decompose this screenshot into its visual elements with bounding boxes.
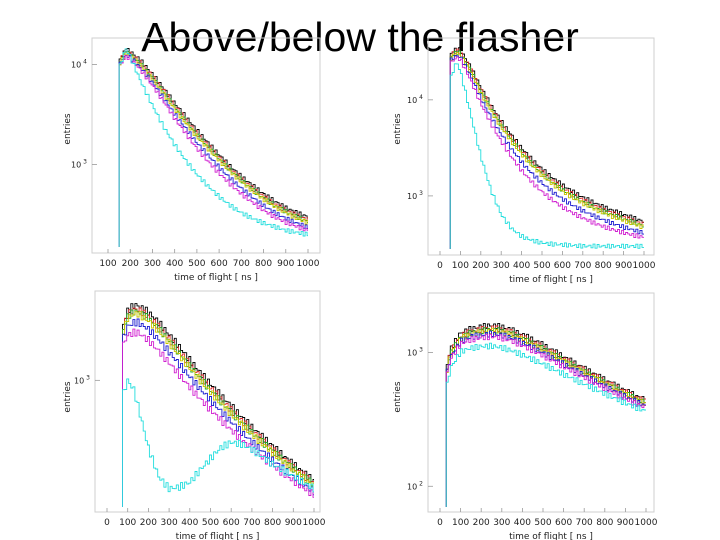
y-axis-label: entries — [63, 381, 73, 413]
y-axis-label: entries — [393, 113, 403, 145]
x-tick-label: 100 — [99, 259, 116, 269]
x-tick-label: 0 — [437, 518, 443, 528]
x-tick-label: 1000 — [297, 259, 320, 269]
y-tick-label: 10 4 — [71, 58, 87, 69]
series-line-red — [445, 325, 646, 507]
x-tick-label: 800 — [255, 259, 272, 269]
x-tick-label: 200 — [122, 259, 139, 269]
plot-frame — [91, 37, 321, 254]
x-tick-label: 900 — [615, 261, 632, 271]
x-tick-label: 400 — [513, 261, 530, 271]
y-tick-label: 10 3 — [74, 374, 90, 385]
y-tick-label: 10 4 — [407, 94, 423, 105]
series-line-yellow — [122, 311, 314, 507]
series-line-yellow — [449, 51, 644, 249]
series-line-cyan — [118, 48, 308, 247]
x-tick-label: 700 — [243, 518, 260, 528]
x-tick-label: 400 — [514, 518, 531, 528]
x-tick-label: 300 — [493, 261, 510, 271]
y-axis-label: entries — [393, 381, 403, 413]
x-axis-label: time of flight [ ns ] — [174, 273, 258, 283]
x-tick-label: 200 — [472, 261, 489, 271]
y-tick-label: 10 3 — [407, 347, 423, 358]
x-tick-label: 400 — [166, 259, 183, 269]
series-line-blue — [122, 318, 314, 507]
series-line-magenta — [449, 56, 644, 249]
x-tick-label: 700 — [574, 261, 591, 271]
x-tick-label: 0 — [437, 261, 443, 271]
series-line-green — [445, 327, 646, 507]
series-line-blue — [118, 55, 308, 247]
x-tick-label: 700 — [233, 259, 250, 269]
series-line-black — [449, 47, 644, 249]
series-line-yellow — [445, 327, 646, 507]
chart-panel-top-left: 100 200 300 400 500 600 700 800 900 1000 time of f… — [63, 37, 321, 283]
x-tick-label: 500 — [534, 518, 551, 528]
x-tick-label: 800 — [264, 518, 281, 528]
x-axis-label: time of flight [ ns ] — [509, 532, 593, 540]
series-line-cyan — [122, 378, 314, 507]
x-tick-label: 700 — [576, 518, 593, 528]
x-tick-label: 500 — [188, 259, 205, 269]
series-line-blue — [449, 54, 644, 249]
series-line-magenta — [122, 328, 314, 507]
x-tick-label: 0 — [104, 518, 110, 528]
x-tick-label: 100 — [119, 518, 136, 528]
x-tick-label: 600 — [554, 261, 571, 271]
series-line-magenta — [118, 54, 308, 247]
x-tick-label: 900 — [285, 518, 302, 528]
y-tick-label: 10 3 — [71, 159, 87, 170]
series-line-red — [449, 48, 644, 249]
slide-title: Above/below the flasher — [141, 14, 579, 60]
plot-frame — [427, 292, 655, 513]
x-tick-label: 100 — [452, 261, 469, 271]
series-line-yellow — [118, 52, 308, 247]
y-tick-label: 10 3 — [407, 190, 423, 201]
plot-frame — [427, 37, 655, 256]
series-line-green — [118, 51, 308, 247]
x-tick-label: 800 — [596, 518, 613, 528]
x-tick-label: 200 — [140, 518, 157, 528]
x-axis-label: time of flight [ ns ] — [176, 532, 260, 540]
series-line-blue — [445, 330, 646, 507]
x-tick-label: 500 — [202, 518, 219, 528]
x-tick-label: 600 — [223, 518, 240, 528]
x-tick-label: 600 — [555, 518, 572, 528]
y-tick-label: 10 2 — [407, 480, 423, 491]
x-axis-label: time of flight [ ns ] — [509, 275, 593, 285]
x-tick-label: 600 — [211, 259, 228, 269]
x-tick-label: 900 — [277, 259, 294, 269]
x-tick-label: 100 — [452, 518, 469, 528]
x-tick-label: 400 — [181, 518, 198, 528]
x-tick-label: 200 — [473, 518, 490, 528]
x-tick-label: 800 — [595, 261, 612, 271]
x-tick-label: 300 — [493, 518, 510, 528]
x-tick-label: 500 — [533, 261, 550, 271]
chart-panel-bottom-left: 0 100 200 300 400 500 600 700 800 900 1000 time of … — [63, 290, 326, 540]
x-tick-label: 1000 — [303, 518, 326, 528]
series-line-magenta — [445, 333, 646, 507]
x-tick-label: 300 — [144, 259, 161, 269]
x-tick-label: 900 — [617, 518, 634, 528]
chart-panel-top-right: 0 100 200 300 400 500 600 700 800 900 1000 time of … — [393, 37, 656, 285]
plot-frame — [94, 290, 321, 513]
x-tick-label: 1000 — [635, 518, 658, 528]
x-tick-label: 300 — [161, 518, 178, 528]
series-line-cyan — [445, 342, 646, 507]
y-axis-label: entries — [63, 113, 73, 145]
series-line-cyan — [449, 63, 644, 249]
chart-panel-bottom-right: 0 100 200 300 400 500 600 700 800 900 1000 time of … — [393, 292, 658, 540]
x-tick-label: 1000 — [633, 261, 656, 271]
